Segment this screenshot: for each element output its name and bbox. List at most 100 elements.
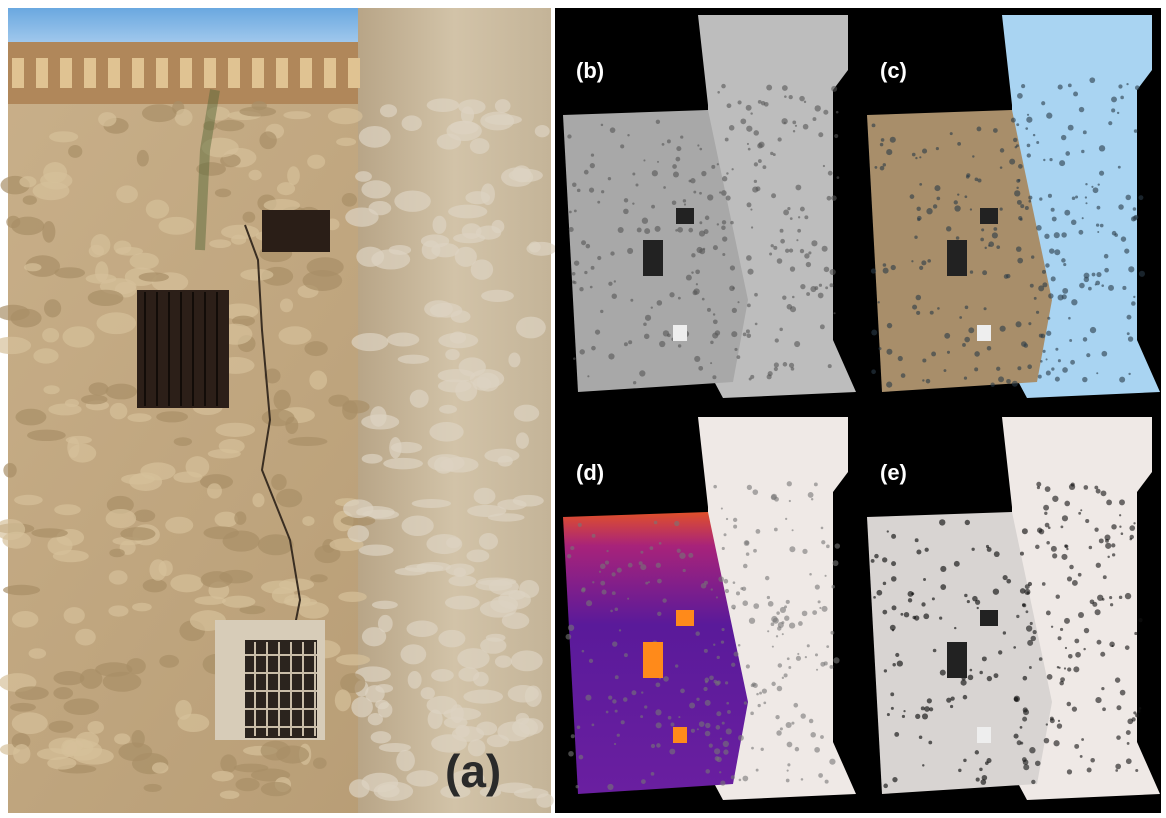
speck bbox=[1051, 208, 1055, 212]
speck bbox=[641, 779, 646, 784]
speck bbox=[1087, 768, 1092, 773]
stone bbox=[91, 234, 111, 256]
stone bbox=[66, 436, 92, 444]
speck bbox=[1017, 200, 1022, 205]
speck bbox=[1018, 164, 1023, 169]
speck bbox=[923, 613, 929, 619]
speck bbox=[579, 287, 583, 291]
speck bbox=[921, 706, 925, 710]
speck bbox=[721, 225, 725, 229]
speck bbox=[927, 259, 931, 263]
speck bbox=[1045, 486, 1051, 492]
stone bbox=[120, 527, 155, 540]
speck bbox=[830, 269, 836, 275]
speck bbox=[689, 702, 695, 708]
speck bbox=[1088, 287, 1092, 291]
speck bbox=[829, 759, 835, 765]
speck bbox=[821, 540, 825, 544]
stone bbox=[458, 99, 485, 114]
speck bbox=[927, 698, 932, 703]
stone bbox=[12, 611, 38, 628]
stone bbox=[69, 444, 97, 463]
speck bbox=[608, 353, 614, 359]
speck bbox=[820, 324, 825, 329]
stone bbox=[175, 700, 192, 720]
speck bbox=[1119, 514, 1121, 516]
speck bbox=[815, 653, 818, 656]
speck bbox=[659, 341, 665, 347]
speck bbox=[774, 367, 778, 371]
speck bbox=[639, 561, 643, 565]
speck bbox=[767, 596, 770, 599]
speck bbox=[1071, 299, 1077, 305]
stone bbox=[481, 183, 495, 205]
speck bbox=[776, 730, 781, 735]
stone bbox=[219, 439, 245, 454]
speck bbox=[956, 236, 960, 240]
speck bbox=[608, 282, 612, 286]
speck bbox=[753, 603, 759, 609]
stone bbox=[395, 568, 427, 576]
speck bbox=[994, 551, 1000, 557]
stone bbox=[3, 463, 16, 478]
crenel bbox=[132, 58, 144, 88]
speck bbox=[993, 128, 998, 133]
speck bbox=[1096, 563, 1101, 568]
speck bbox=[811, 240, 817, 246]
speck bbox=[1097, 231, 1099, 233]
speck bbox=[697, 144, 699, 146]
speck bbox=[579, 755, 584, 760]
speck bbox=[652, 170, 658, 176]
stone bbox=[387, 333, 419, 347]
stone bbox=[343, 499, 373, 518]
speck bbox=[890, 625, 896, 631]
speck bbox=[974, 351, 980, 357]
speck bbox=[979, 671, 983, 675]
speck bbox=[974, 367, 978, 371]
speck bbox=[704, 649, 708, 653]
speck bbox=[886, 349, 892, 355]
stone bbox=[209, 239, 231, 248]
speck bbox=[787, 742, 793, 748]
speck bbox=[1062, 367, 1068, 373]
speck bbox=[1120, 690, 1126, 696]
speck bbox=[871, 330, 877, 336]
speck bbox=[883, 784, 888, 789]
speck bbox=[783, 210, 789, 216]
speck bbox=[718, 576, 724, 582]
speck bbox=[993, 227, 997, 231]
stone bbox=[455, 725, 469, 738]
stone bbox=[431, 669, 454, 682]
speck bbox=[1041, 334, 1046, 339]
speck bbox=[640, 715, 643, 718]
stone bbox=[476, 722, 497, 736]
window bbox=[643, 240, 663, 276]
stone bbox=[463, 690, 503, 704]
speck bbox=[645, 582, 648, 585]
speck bbox=[1097, 640, 1102, 645]
speck bbox=[746, 255, 752, 261]
speck bbox=[736, 591, 740, 595]
speck bbox=[673, 171, 679, 177]
photo-panel: (a) bbox=[0, 8, 556, 813]
speck bbox=[1074, 639, 1079, 644]
speck bbox=[600, 581, 605, 586]
speck bbox=[742, 776, 748, 782]
speck bbox=[747, 303, 751, 307]
stone bbox=[283, 111, 311, 119]
stone bbox=[473, 672, 489, 687]
panel-label: (e) bbox=[880, 460, 907, 485]
stone bbox=[288, 437, 328, 446]
speck bbox=[601, 190, 604, 193]
speck bbox=[1128, 336, 1133, 341]
speck bbox=[808, 251, 811, 254]
speck bbox=[1021, 84, 1025, 88]
speck bbox=[1036, 482, 1041, 487]
speck bbox=[595, 329, 600, 334]
speck bbox=[602, 590, 607, 595]
speck bbox=[683, 569, 686, 572]
stone bbox=[221, 225, 259, 239]
speck bbox=[730, 221, 734, 225]
speck bbox=[659, 542, 662, 545]
stone bbox=[446, 537, 461, 548]
